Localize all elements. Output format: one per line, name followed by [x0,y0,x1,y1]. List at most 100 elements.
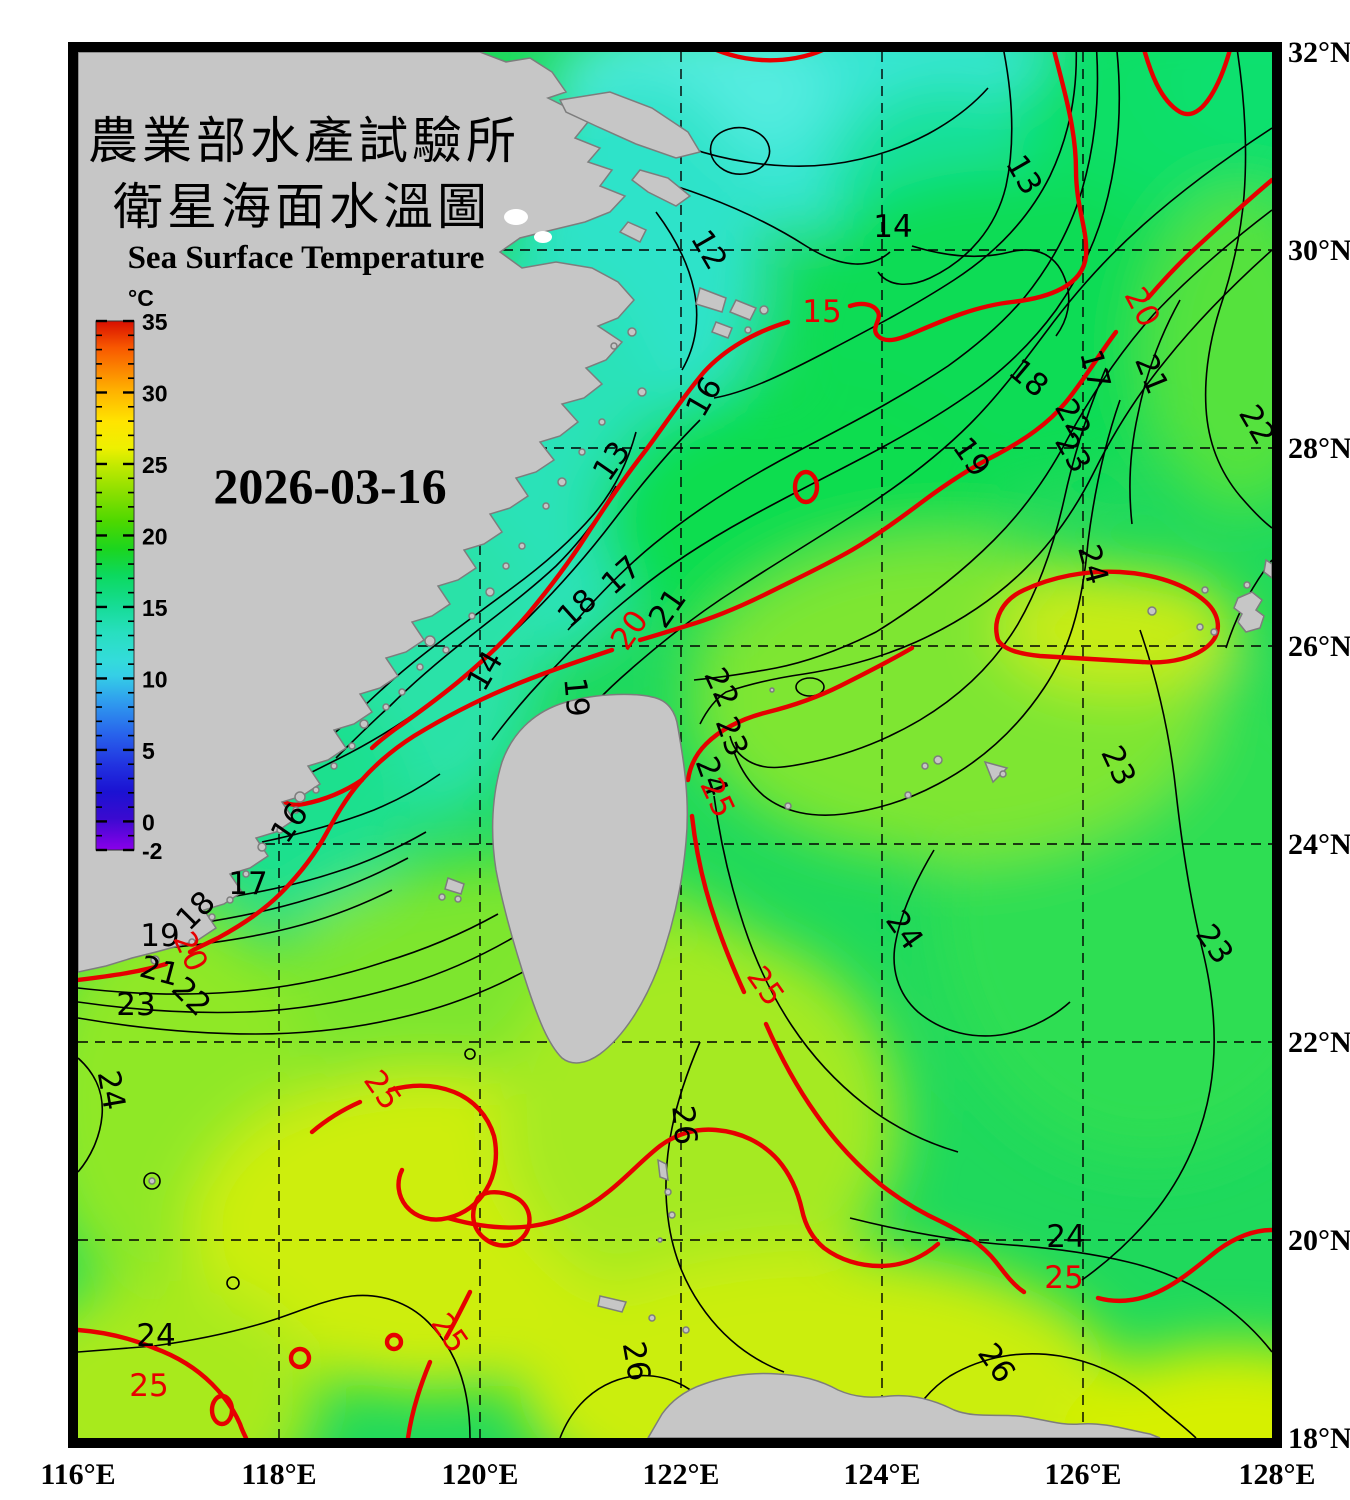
contour-line-black [193,857,409,925]
legend-block: 農業部水產試驗所 衛星海面水溫圖 Sea Surface Temperature… [88,113,516,864]
landmass [1233,591,1265,633]
contour-loop-red [288,1346,312,1370]
axis-labels: 116°E 118°E 120°E 122°E 124°E 126°E 128°E 32°N 3… [40,36,1350,1491]
contour-line-red [187,647,615,955]
contour-loop-black [143,1172,161,1190]
contour-label: 14 [873,209,912,245]
island [999,770,1007,778]
island [1147,606,1157,616]
island [1196,623,1204,631]
island [502,562,510,570]
contour-line-black [693,209,1272,681]
contour-label: 19 [556,676,595,718]
lat-label: 30°N [1288,234,1350,267]
contour-label: 23 [116,987,155,1023]
island [627,327,637,337]
island [226,896,234,904]
contour-line-red [471,1190,532,1248]
contour-loop-red [792,469,820,505]
lat-label: 20°N [1288,1224,1350,1257]
contour-line-black [729,367,1107,769]
contour-line-black [849,1217,1272,1353]
island [518,542,526,550]
landmass [618,221,648,244]
sst-blob [520,1250,1120,1438]
contour-line-black [665,1041,785,1373]
contour-line-red [1142,52,1232,117]
contour-loop-black [226,1276,240,1290]
island [784,802,792,810]
contour-line-red [689,813,747,995]
lat-label: 18°N [1288,1422,1350,1455]
island [1243,581,1251,589]
title-zh-line2: 衛星海面水溫圖 [113,179,491,235]
contour-line-black [261,773,441,843]
landmass [491,693,689,1064]
island [398,688,406,696]
island [933,755,943,765]
map-frame [68,42,1282,1448]
contour-label: 26 [664,1104,703,1146]
contour-label: 24 [136,1318,175,1354]
colorbar-tick-label: 30 [142,380,168,406]
island [557,477,567,487]
contour-line-red [715,52,824,63]
contour-label: 15 [802,294,841,330]
contour-line-black [1129,299,1181,525]
contour-line-red [369,319,791,751]
contour-loop-red [209,1393,235,1427]
colorbar-tick-label: 10 [142,666,168,692]
contour-line-black [78,953,555,1035]
island [648,1314,656,1322]
contour-line-black [78,929,527,1014]
landmass [647,1372,1161,1438]
contour-line-black [893,849,1071,1037]
lon-label: 120°E [441,1458,518,1491]
sst-blob [1060,1345,1272,1438]
island [188,938,196,946]
island [921,762,929,770]
contour-line-red [78,961,169,983]
island [424,635,436,647]
island [904,791,912,799]
contour-label: 19 [140,918,179,954]
contour-line-red [279,777,365,807]
island [610,342,618,350]
island [292,806,300,814]
colorbar-tick-label: 25 [142,452,168,478]
island [454,895,462,903]
island [330,762,338,770]
contour-line-black [1204,52,1272,529]
island [348,742,356,750]
map-date: 2026-03-16 [213,458,446,514]
landmass [657,1158,669,1182]
colorbar-tick-label: 0 [142,809,155,835]
island [1201,586,1209,594]
island [759,305,769,315]
island [148,1177,156,1185]
contour-line-black [713,795,959,1153]
contour-line-red [78,1327,249,1438]
contour-line-red [1145,177,1272,301]
landmass [728,299,758,321]
contour-line-black [335,485,617,759]
contour-line-black [491,52,1121,741]
island [382,703,390,711]
contour-label: 24 [90,1068,132,1113]
island [598,418,606,426]
island [208,913,216,921]
contour-line-black [1081,629,1215,1281]
lat-label: 26°N [1288,630,1350,663]
island [442,646,450,654]
contour-line-red [685,645,915,783]
island [438,893,446,901]
contour-line-black [899,1353,1197,1438]
island [668,1211,676,1219]
colorbar: -2 0 5 10 15 20 25 30 35 [95,309,168,864]
island [637,387,647,397]
contour-line-red [939,1219,1027,1295]
lon-label: 122°E [642,1458,719,1491]
contour-line-red [309,1099,363,1135]
